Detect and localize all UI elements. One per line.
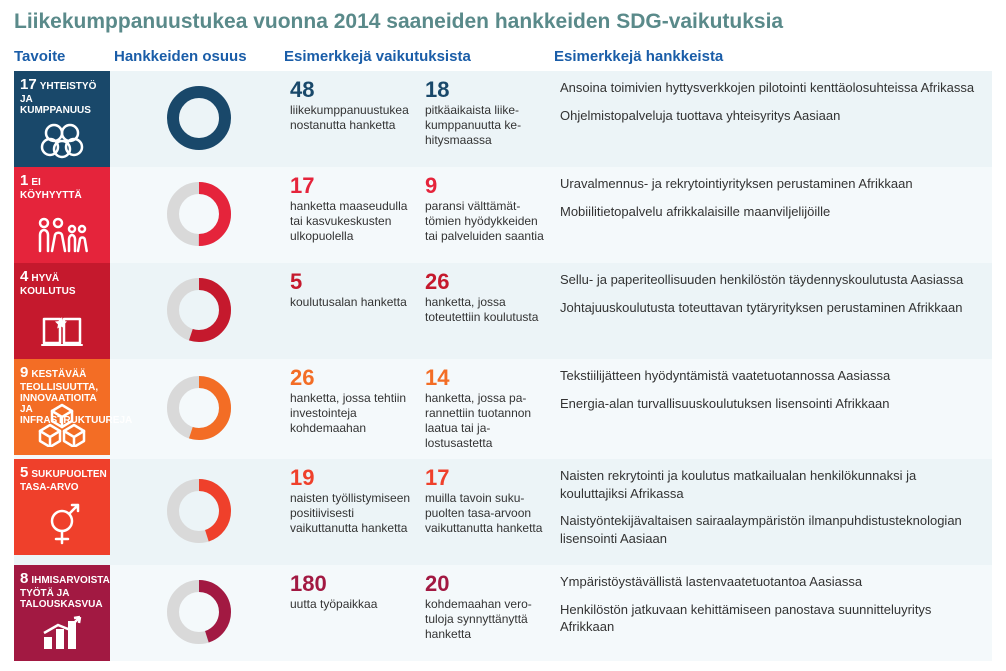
sdg-number: 5 — [20, 464, 28, 481]
stat1-number: 48 — [290, 79, 413, 101]
table-row: 8IHMISARVOISTA TYÖTÄ JA TALOUSKASVUA 180… — [14, 565, 992, 661]
stat2-text: paransi välttämät­tömien hyödykkei­den t… — [425, 199, 548, 244]
page-title: Liikekumppanuustukea vuonna 2014 saaneid… — [14, 10, 992, 34]
project-example-2: Henkilöstön jatkuvaan kehittämiseen pano… — [560, 601, 980, 636]
sdg-tile: 5SUKUPUOLTEN TASA-ARVO — [14, 459, 110, 555]
project-example-2: Ohjelmistopalveluja tuottava yhteisyrity… — [560, 107, 980, 125]
table-row: 17YHTEISTYÖ JA KUMPPANUUS 48 liike­kump­… — [14, 71, 992, 167]
project-example-2: Energia-alan turvallisuuskoulutuksen lis… — [560, 395, 980, 413]
stat2-number: 9 — [425, 175, 548, 197]
project-example-2: Mobiilitietopalvelu afrikkalaisille maan… — [560, 203, 980, 221]
table-row: 9KESTÄVÄÄ TEOLLISUUTTA, INNOVAATIOITA JA… — [14, 359, 992, 459]
project-example-1: Ympäristöystävällistä lastenvaatetuotant… — [560, 573, 980, 591]
sdg-tile: 8IHMISARVOISTA TYÖTÄ JA TALOUSKASVUA — [14, 565, 110, 661]
sdg-icon — [14, 119, 110, 159]
col-effects: Esimerkkejä vaikutuksista — [284, 44, 554, 71]
project-example-2: Johtajuuskoulutusta toteuttavan tytäryri… — [560, 299, 980, 317]
stat1-number: 17 — [290, 175, 413, 197]
stat1-text: naisten työllistymi­seen positiivisesti … — [290, 491, 413, 536]
sdg-table: Tavoite Hankkeiden osuus Esimerkkejä vai… — [14, 44, 992, 661]
sdg-tile: 4HYVÄ KOULUTUS — [14, 263, 110, 359]
project-example-1: Naisten rekrytointi ja koulutus matkailu… — [560, 467, 980, 502]
sdg-icon — [14, 503, 110, 547]
donut-cell — [114, 71, 284, 167]
donut-cell — [114, 167, 284, 263]
stat1-text: uutta työpaikkaa — [290, 597, 413, 612]
donut-cell — [114, 263, 284, 359]
sdg-tile: 1EI KÖYHYYTTÄ — [14, 167, 110, 263]
stat1-text: hanketta maaseu­dulla tai kasvukes­kuste… — [290, 199, 413, 244]
table-row: 1EI KÖYHYYTTÄ 17 hanketta maaseu­dulla t… — [14, 167, 992, 263]
stat2-number: 14 — [425, 367, 548, 389]
stat1-number: 180 — [290, 573, 413, 595]
stat1-number: 5 — [290, 271, 413, 293]
stat2-text: hanketta, jossa toteutettiin koulu­tusta — [425, 295, 548, 325]
project-example-1: Uravalmennus- ja rekrytointiyrityksen pe… — [560, 175, 980, 193]
sdg-number: 1 — [20, 172, 28, 189]
stat2-number: 26 — [425, 271, 548, 293]
sdg-tile: 9KESTÄVÄÄ TEOLLISUUTTA, INNOVAATIOITA JA… — [14, 359, 110, 455]
table-row: 5SUKUPUOLTEN TASA-ARVO 19 naisten työlli… — [14, 459, 992, 565]
sdg-label: HYVÄ KOULUTUS — [20, 273, 76, 297]
donut-cell — [114, 565, 284, 661]
col-projects: Esimerkkejä hankkeista — [554, 44, 992, 71]
col-share: Hankkeiden osuus — [114, 44, 284, 71]
stat1-number: 26 — [290, 367, 413, 389]
donut-cell — [114, 359, 284, 459]
stat2-number: 18 — [425, 79, 548, 101]
stat1-text: hanketta, jossa tehtiin investoin­teja k… — [290, 391, 413, 436]
project-example-1: Ansoina toimivien hyttysverkkojen piloto… — [560, 79, 980, 97]
stat1-text: liike­kump­panuus­tukea nostanutta hanke… — [290, 103, 413, 133]
sdg-number: 17 — [20, 76, 37, 93]
project-example-2: Naistyöntekijävaltaisen sairaalaympärist… — [560, 512, 980, 547]
stat2-text: muilla tavoin suku­puolten tasa-ar­voon … — [425, 491, 548, 536]
sdg-icon — [14, 215, 110, 255]
project-example-1: Tekstiilijätteen hyödyntämistä vaatetuot… — [560, 367, 980, 385]
sdg-number: 4 — [20, 268, 28, 285]
stat2-number: 17 — [425, 467, 548, 489]
project-example-1: Sellu- ja paperiteollisuuden henkilöstön… — [560, 271, 980, 289]
col-goal: Tavoite — [14, 44, 114, 71]
stat2-text: pitkäaikaista liike­kump­panuutta ke­hit… — [425, 103, 548, 148]
sdg-icon — [14, 311, 110, 351]
sdg-label: EI KÖYHYYTTÄ — [20, 177, 82, 201]
sdg-label: IHMISARVOISTA TYÖTÄ JA TALOUSKASVUA — [20, 575, 110, 610]
sdg-tile: 17YHTEISTYÖ JA KUMPPANUUS — [14, 71, 110, 167]
sdg-icon — [14, 613, 110, 653]
table-row: 4HYVÄ KOULUTUS 5 koulutusalan hanketta 2… — [14, 263, 992, 359]
donut-cell — [114, 459, 284, 565]
sdg-icon — [14, 403, 110, 447]
stat1-number: 19 — [290, 467, 413, 489]
stat2-number: 20 — [425, 573, 548, 595]
stat1-text: koulutusalan hanketta — [290, 295, 413, 310]
sdg-label: SUKUPUOLTEN TASA-ARVO — [20, 469, 107, 493]
stat2-text: kohdemaahan vero­tuloja synnyttä­nyttä h… — [425, 597, 548, 642]
stat2-text: hanketta, jossa pa­rannettiin tuotan­non… — [425, 391, 548, 451]
sdg-number: 9 — [20, 364, 28, 381]
sdg-number: 8 — [20, 570, 28, 587]
